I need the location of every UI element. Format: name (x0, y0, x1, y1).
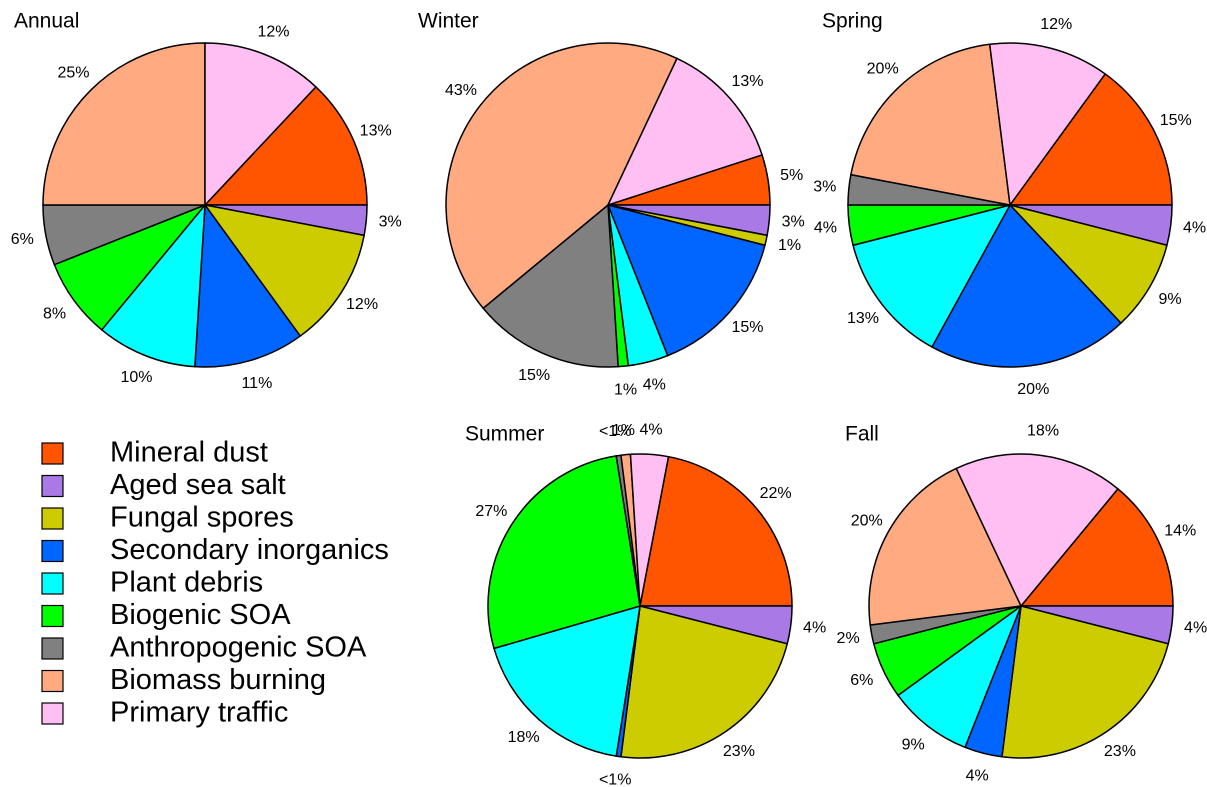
slice-label: 1% (778, 237, 801, 254)
slice-label: 12% (346, 296, 378, 313)
pie-title: Annual (14, 10, 79, 33)
pie-title: Fall (845, 423, 879, 446)
pie-slice (620, 605, 789, 759)
slice-label: 15% (732, 319, 764, 336)
pie-slice (493, 604, 641, 757)
pie-slice (849, 43, 1011, 206)
slice-label: 12% (1040, 16, 1072, 33)
slice-label: 3% (782, 214, 805, 231)
legend-swatch (41, 507, 64, 530)
pie-slice (203, 85, 368, 206)
slice-label: 1% (614, 381, 637, 398)
slice-label: 20% (851, 512, 883, 529)
slice-label: 6% (11, 231, 34, 248)
pie-slice (1001, 605, 1170, 759)
slice-label: 25% (57, 65, 89, 82)
slice-label: <1% (599, 771, 631, 787)
slice-label: 20% (867, 61, 899, 78)
pie-slice (606, 203, 766, 357)
legend-label: Biomass burning (110, 664, 326, 696)
legend-label: Primary traffic (110, 697, 288, 729)
slice-label: 27% (475, 503, 507, 520)
slice-label: <1% (599, 423, 631, 440)
pie-slice (606, 57, 764, 207)
slice-label: 6% (850, 672, 873, 689)
slice-label: 13% (360, 122, 392, 139)
pie-slice (629, 453, 670, 607)
legend-label: Plant debris (110, 567, 263, 599)
pie-slice (930, 203, 1122, 368)
slice-label: 18% (508, 729, 540, 746)
slice-label: 9% (902, 736, 925, 753)
pie-slice (988, 42, 1107, 207)
pie-slice (194, 202, 302, 368)
pie-slice (1008, 72, 1173, 206)
legend-label: Mineral dust (110, 437, 268, 469)
legend-label: Aged sea salt (110, 469, 286, 501)
slice-label: 10% (121, 369, 153, 386)
legend-label: Anthropogenic SOA (110, 632, 367, 664)
pie-slice (896, 603, 1023, 749)
pie-slice (42, 42, 206, 206)
legend-swatch (41, 604, 64, 628)
pie-title: Summer (465, 423, 544, 446)
slice-label: 1% (612, 422, 635, 439)
slice-label: 13% (732, 73, 764, 90)
legend-label: Fungal spores (110, 502, 294, 534)
pie-slice (445, 42, 678, 310)
legend-swatch (41, 442, 64, 465)
slice-label: 15% (1160, 112, 1192, 129)
pie-slice (852, 203, 1012, 348)
pie-slice (100, 202, 206, 368)
pie-slice (487, 455, 641, 650)
legend-swatch (41, 637, 64, 660)
pie-slice (1019, 487, 1174, 607)
pie-slice (639, 455, 793, 607)
slice-label: 4% (1184, 619, 1207, 636)
slice-label: 4% (639, 422, 662, 439)
legend-swatch (41, 572, 64, 595)
slice-label: 22% (760, 485, 792, 502)
slice-label: 3% (813, 179, 836, 196)
slice-label: 3% (379, 214, 402, 231)
legend-swatch (41, 702, 64, 725)
slice-label: 18% (1027, 423, 1059, 440)
slice-label: 9% (1159, 291, 1182, 308)
pie-title: Spring (822, 10, 883, 33)
slice-label: 4% (803, 619, 826, 636)
legend-swatch (41, 669, 64, 693)
pie-slice (204, 42, 317, 207)
legend-swatch (41, 474, 64, 498)
slice-label: 4% (966, 768, 989, 785)
pie-slice (955, 453, 1119, 608)
pie-slice (868, 467, 1023, 626)
slice-label: 2% (837, 630, 860, 647)
slice-label: 14% (1164, 522, 1196, 539)
slice-label: 13% (847, 310, 879, 327)
slice-label: 4% (643, 376, 666, 393)
slice-label: 43% (445, 82, 477, 99)
slice-label: 23% (723, 743, 755, 760)
slice-label: 4% (814, 220, 837, 237)
slice-label: 20% (1017, 381, 1049, 398)
slice-label: 4% (1183, 220, 1206, 237)
pie-slice (203, 203, 366, 338)
pie-slice (1007, 203, 1168, 325)
slice-label: 23% (1104, 743, 1136, 760)
slice-label: 11% (241, 375, 272, 392)
legend-label: Biogenic SOA (110, 599, 291, 631)
slice-label: 12% (257, 23, 289, 40)
pie-slice (482, 203, 619, 368)
slice-label: 5% (780, 167, 803, 184)
legend-label: Secondary inorganics (110, 534, 389, 566)
slice-label: 15% (518, 367, 550, 384)
legend-swatch (41, 539, 64, 563)
pie-title: Winter (418, 10, 479, 33)
slice-label: 8% (43, 306, 66, 323)
